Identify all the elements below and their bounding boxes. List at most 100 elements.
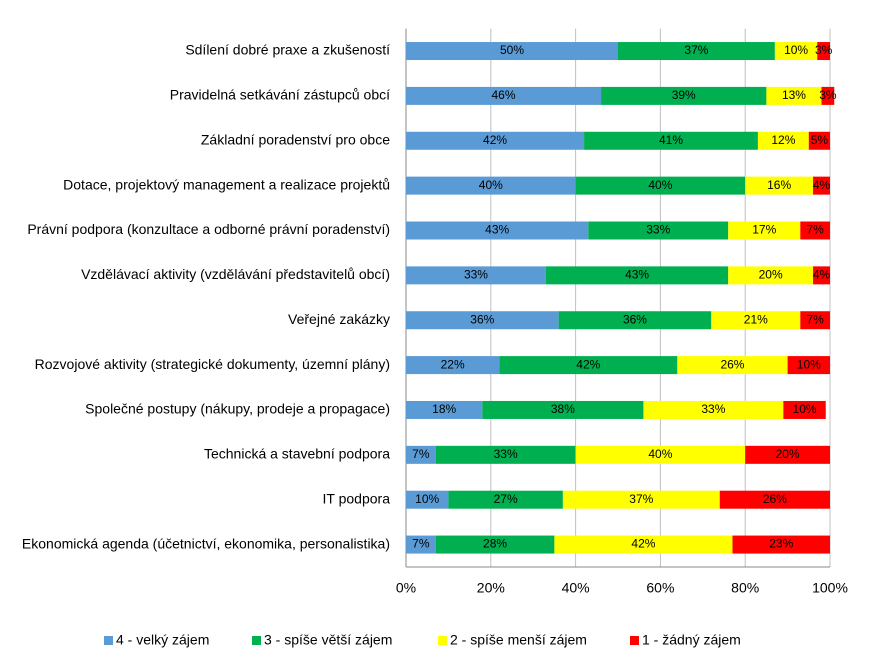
x-tick-label: 80% [731,580,759,596]
data-label: 10% [415,492,439,506]
data-label: 3% [819,88,837,102]
bar-segment [601,86,767,105]
data-label: 41% [659,133,683,147]
data-label: 43% [485,223,509,237]
legend-swatch [630,636,639,645]
x-tick-label: 0% [396,580,416,596]
bar-segment [545,266,729,285]
bar-segment [406,221,589,240]
bar-segment [435,535,555,554]
data-label: 50% [500,43,524,57]
data-label: 10% [784,43,808,57]
data-label: 37% [629,492,653,506]
bar-segment [783,400,826,419]
y-tick-label: Vzdělávací aktivity (vzdělávání představ… [81,266,390,282]
bar-segment [800,221,830,240]
data-label: 7% [806,312,824,326]
data-label: 42% [576,357,600,371]
data-label: 39% [672,88,696,102]
legend-swatch [252,636,261,645]
bar-segment [575,445,746,464]
data-label: 42% [631,537,655,551]
bar-segment [584,131,758,150]
data-label: 7% [412,537,430,551]
data-label: 7% [806,223,824,237]
data-label: 42% [483,133,507,147]
data-label: 33% [494,447,518,461]
legend-swatch [104,636,113,645]
data-label: 36% [623,312,647,326]
data-label: 40% [479,178,503,192]
data-label: 26% [720,357,744,371]
bar-segment [821,86,835,105]
bar-segment [562,490,720,509]
y-tick-label: Pravidelná setkávání zástupců obcí [170,87,390,103]
bar-segment [554,535,733,554]
data-label: 20% [776,447,800,461]
y-tick-label: IT podpora [323,490,391,506]
data-label: 43% [625,268,649,282]
data-label: 26% [763,492,787,506]
y-tick-label: Rozvojové aktivity (strategické dokument… [35,356,390,372]
bar-segment [575,176,746,195]
bar-segment [618,42,775,61]
bar-segment [728,221,801,240]
bar-segment [817,42,830,61]
bar-segment [406,176,576,195]
data-label: 28% [483,537,507,551]
data-label: 33% [464,268,488,282]
data-label: 17% [752,223,776,237]
data-label: 46% [492,88,516,102]
data-label: 40% [648,178,672,192]
bar-segment [800,311,830,330]
bar-segment [406,400,483,419]
legend-swatch [438,636,447,645]
bar-segment [787,356,830,375]
data-label: 33% [646,223,670,237]
y-tick-label: Veřejné zakázky [288,311,390,327]
bar-segment [808,131,830,150]
data-label: 22% [441,357,465,371]
y-tick-label: Základní poradenství pro obce [201,131,390,147]
data-label: 37% [684,43,708,57]
data-label: 10% [797,357,821,371]
legend-label: 3 - spíše větší zájem [264,632,392,648]
legend-label: 2 - spíše menší zájem [450,632,587,648]
x-tick-label: 20% [477,580,505,596]
bar-segment [406,490,449,509]
y-tick-label: Technická a stavební podpora [204,446,390,462]
data-label: 10% [793,402,817,416]
bar-segment [677,356,788,375]
bar-segment [406,311,559,330]
bar-segment [406,131,585,150]
y-tick-label: Dotace, projektový management a realizac… [63,176,390,192]
bar-segment [482,400,644,419]
bar-segment [813,266,830,285]
bar-segment [588,221,729,240]
bar-segment [813,176,830,195]
bar-segment [435,445,576,464]
bar-segment [745,445,830,464]
bar-segment [406,42,618,61]
data-label: 23% [769,537,793,551]
x-tick-label: 40% [562,580,590,596]
data-label: 27% [494,492,518,506]
bar-segment [406,86,602,105]
data-label: 38% [551,402,575,416]
data-label: 36% [470,312,494,326]
data-label: 7% [412,447,430,461]
bar-segment [406,356,500,375]
data-label: 13% [782,88,806,102]
y-tick-label: Právní podpora (konzultace a odborné prá… [27,221,390,237]
bar-segment [406,445,436,464]
bar-segment [766,86,822,105]
bar-segment [643,400,784,419]
bar-segment [711,311,801,330]
data-label: 21% [744,312,768,326]
bar-segment [732,535,830,554]
legend-label: 1 - žádný zájem [642,632,741,648]
bar-segment [745,176,814,195]
data-label: 12% [771,133,795,147]
data-label: 18% [432,402,456,416]
